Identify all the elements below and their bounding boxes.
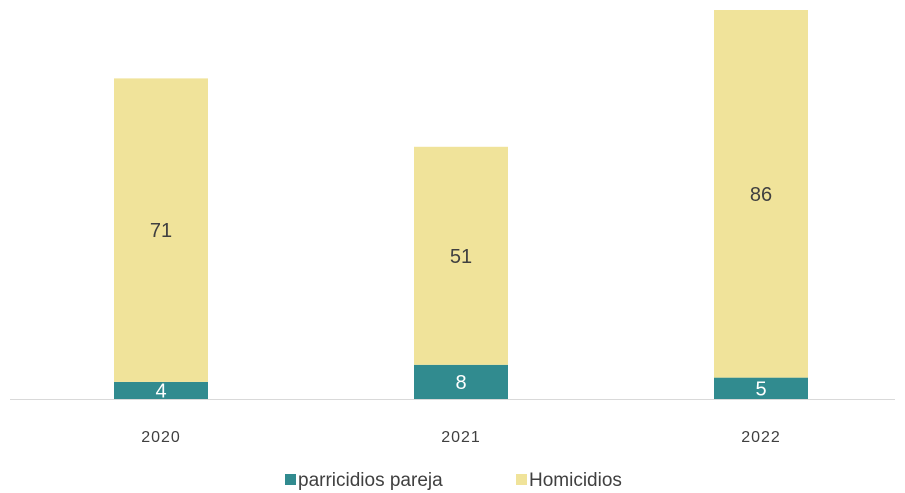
bar-parricidios-2021	[414, 364, 508, 399]
x-tick-label-2022: 2022	[741, 429, 781, 446]
bar-parricidios-2020	[114, 381, 208, 399]
data-label-parricidios-2021: 8	[455, 372, 466, 394]
x-tick-labels: 2020 2021 2022	[141, 429, 781, 446]
data-label-homicidios-2021: 51	[450, 246, 472, 268]
bar-homicidios-2022	[714, 10, 808, 378]
bar-homicidios-2020	[114, 78, 208, 382]
bar-homicidios-2021	[414, 146, 508, 365]
data-label-parricidios-2020: 4	[155, 380, 166, 402]
bars-layer: 4 71 8 51 5 86	[114, 10, 808, 402]
x-tick-label-2021: 2021	[441, 429, 481, 446]
legend: parricidios pareja Homicidios	[285, 470, 622, 491]
legend-label-homicidios: Homicidios	[529, 470, 622, 491]
legend-swatch-parricidios	[285, 474, 296, 485]
data-label-homicidios-2020: 71	[150, 220, 172, 242]
x-tick-label-2020: 2020	[141, 429, 181, 446]
bar-parricidios-2022	[714, 377, 808, 399]
data-label-parricidios-2022: 5	[755, 378, 766, 400]
legend-swatch-homicidios	[516, 474, 527, 485]
data-label-homicidios-2022: 86	[750, 184, 772, 206]
legend-label-parricidios: parricidios pareja	[298, 470, 443, 491]
